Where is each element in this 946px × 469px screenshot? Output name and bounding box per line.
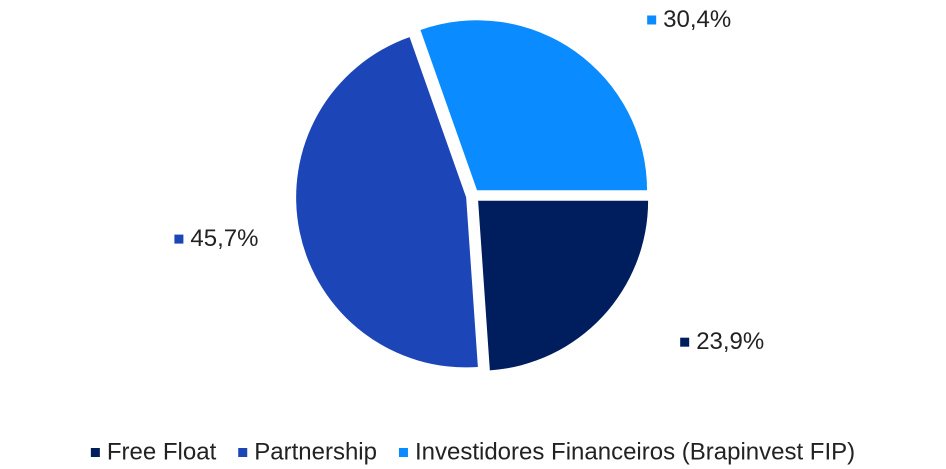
pie-slice: [420, 20, 648, 191]
legend-label: Investidores Financeiros (Brapinvest FIP…: [415, 438, 855, 465]
data-label: 23,9%: [696, 328, 764, 355]
pie-slice: [478, 200, 649, 371]
legend-marker: [398, 448, 408, 457]
label-marker: [647, 15, 657, 25]
legend-label: Free Float: [107, 438, 217, 465]
legend-marker: [238, 448, 248, 457]
legend-item: Partnership: [238, 438, 377, 465]
legend-marker: [90, 448, 100, 457]
legend-label: Partnership: [254, 438, 377, 465]
data-label: 45,7%: [190, 225, 258, 252]
pie-slice: [296, 37, 478, 368]
data-label: 30,4%: [663, 6, 731, 33]
label-marker: [174, 234, 184, 244]
legend-item: Free Float: [90, 438, 217, 465]
legend-item: Investidores Financeiros (Brapinvest FIP…: [398, 438, 855, 465]
label-marker: [680, 337, 690, 347]
